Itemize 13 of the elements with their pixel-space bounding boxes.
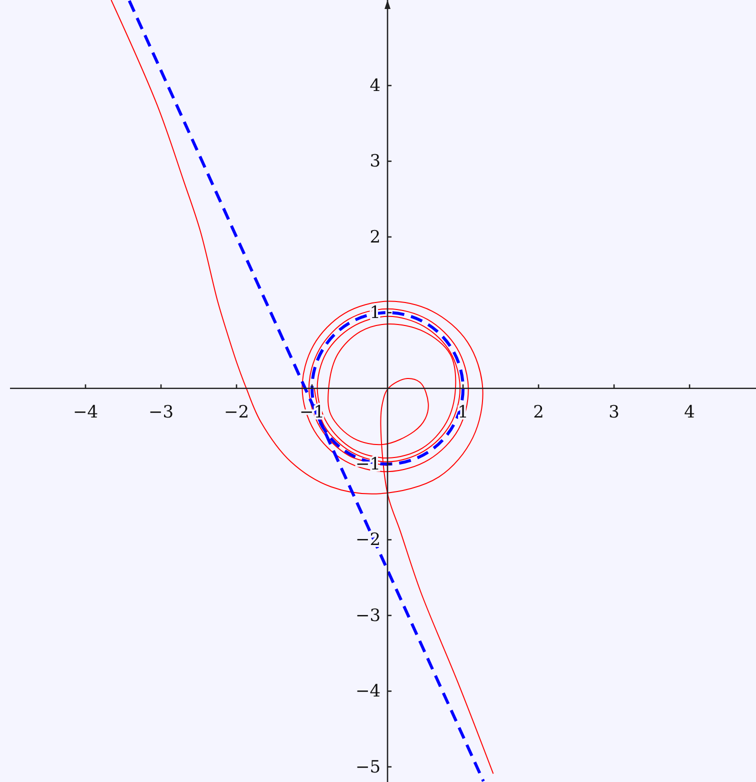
line-series <box>128 0 485 782</box>
x-tick-label: −4 <box>72 402 98 422</box>
x-tick-label: −3 <box>148 402 174 422</box>
x-tick-label: −2 <box>224 402 250 422</box>
y-tick-label: −5 <box>355 757 381 778</box>
x-tick-label: 3 <box>608 402 620 422</box>
y-tick-label: −4 <box>355 682 381 702</box>
y-tick-label: −3 <box>355 606 381 626</box>
x-tick-label: 4 <box>684 402 695 422</box>
y-tick-label: 3 <box>370 152 381 172</box>
x-tick-label: 2 <box>533 402 544 422</box>
y-tick-label: 2 <box>370 227 381 248</box>
y-tick-label: 4 <box>370 76 381 96</box>
